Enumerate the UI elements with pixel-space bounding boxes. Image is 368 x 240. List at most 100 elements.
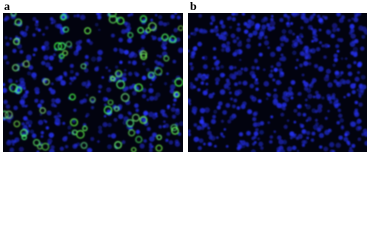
cell (234, 13, 239, 16)
cell (349, 121, 356, 127)
cell (249, 70, 256, 77)
cell (238, 58, 242, 62)
cell (315, 93, 321, 100)
cell (333, 53, 338, 58)
cell (50, 89, 56, 95)
cell (39, 113, 43, 116)
cell (188, 102, 192, 106)
cell (148, 111, 154, 118)
cell (207, 126, 211, 130)
cell (252, 122, 258, 128)
cell (19, 49, 24, 54)
cell (64, 144, 69, 149)
cell (225, 145, 229, 148)
cell (122, 120, 127, 125)
cell (69, 82, 72, 85)
cell (346, 140, 350, 145)
cell (96, 59, 100, 63)
cell (298, 33, 304, 38)
cell (302, 52, 307, 57)
cell (105, 97, 109, 101)
cell (141, 75, 147, 81)
cell (349, 146, 352, 150)
cell (346, 64, 352, 69)
cell (350, 83, 356, 89)
cell (215, 66, 220, 71)
cell (204, 123, 209, 128)
cell (188, 35, 191, 39)
cell (330, 33, 335, 39)
cell (312, 35, 316, 39)
cells-a (3, 13, 183, 152)
cell (164, 123, 170, 128)
cell (154, 67, 163, 76)
cell (177, 132, 182, 136)
cell (97, 140, 100, 143)
cell (107, 122, 112, 127)
cell (62, 136, 68, 142)
cell (229, 25, 233, 29)
cell (290, 136, 293, 140)
cell (226, 81, 231, 86)
cell (200, 126, 205, 130)
cell (351, 17, 354, 21)
cell (166, 104, 171, 108)
cell (202, 64, 208, 70)
cell (317, 104, 323, 110)
cell (16, 63, 21, 68)
cell (215, 59, 220, 65)
cell (162, 22, 168, 27)
cell (220, 64, 224, 69)
cell (286, 21, 290, 25)
cell (171, 126, 179, 135)
cell (325, 74, 330, 78)
cell (116, 16, 125, 25)
cell (27, 119, 33, 125)
cell (269, 20, 276, 27)
cell (129, 13, 134, 17)
cell (290, 96, 294, 100)
cell (108, 69, 111, 73)
cell (133, 71, 138, 76)
cell (359, 88, 365, 93)
cell (7, 78, 13, 84)
cell (327, 96, 332, 101)
cell (221, 48, 225, 52)
panel-label: b (190, 0, 197, 13)
cell (294, 13, 301, 16)
cell (324, 116, 328, 120)
cell (155, 114, 158, 118)
cell (321, 44, 325, 48)
cell (232, 39, 237, 44)
cell (321, 96, 325, 100)
cell (202, 55, 208, 61)
cell (312, 31, 317, 36)
cell (209, 21, 213, 25)
cell (42, 78, 50, 86)
cell (110, 133, 117, 139)
cell (240, 67, 244, 71)
cell (104, 103, 107, 107)
cell (161, 64, 164, 67)
cell (228, 91, 232, 95)
cell (175, 37, 181, 42)
cell (90, 137, 95, 141)
cell (58, 114, 62, 118)
cell (69, 69, 74, 74)
cell (113, 117, 118, 122)
cell (343, 136, 349, 142)
cell (177, 25, 183, 32)
cell (84, 55, 89, 59)
cell (292, 145, 297, 151)
cell (263, 81, 270, 87)
cell (267, 93, 271, 97)
cell (190, 65, 194, 70)
cell (218, 101, 223, 106)
cell (45, 62, 51, 68)
cell (143, 121, 149, 126)
cell (35, 27, 39, 31)
cell (127, 32, 134, 39)
cell (158, 15, 163, 20)
cell (80, 14, 86, 21)
cell (318, 132, 324, 138)
